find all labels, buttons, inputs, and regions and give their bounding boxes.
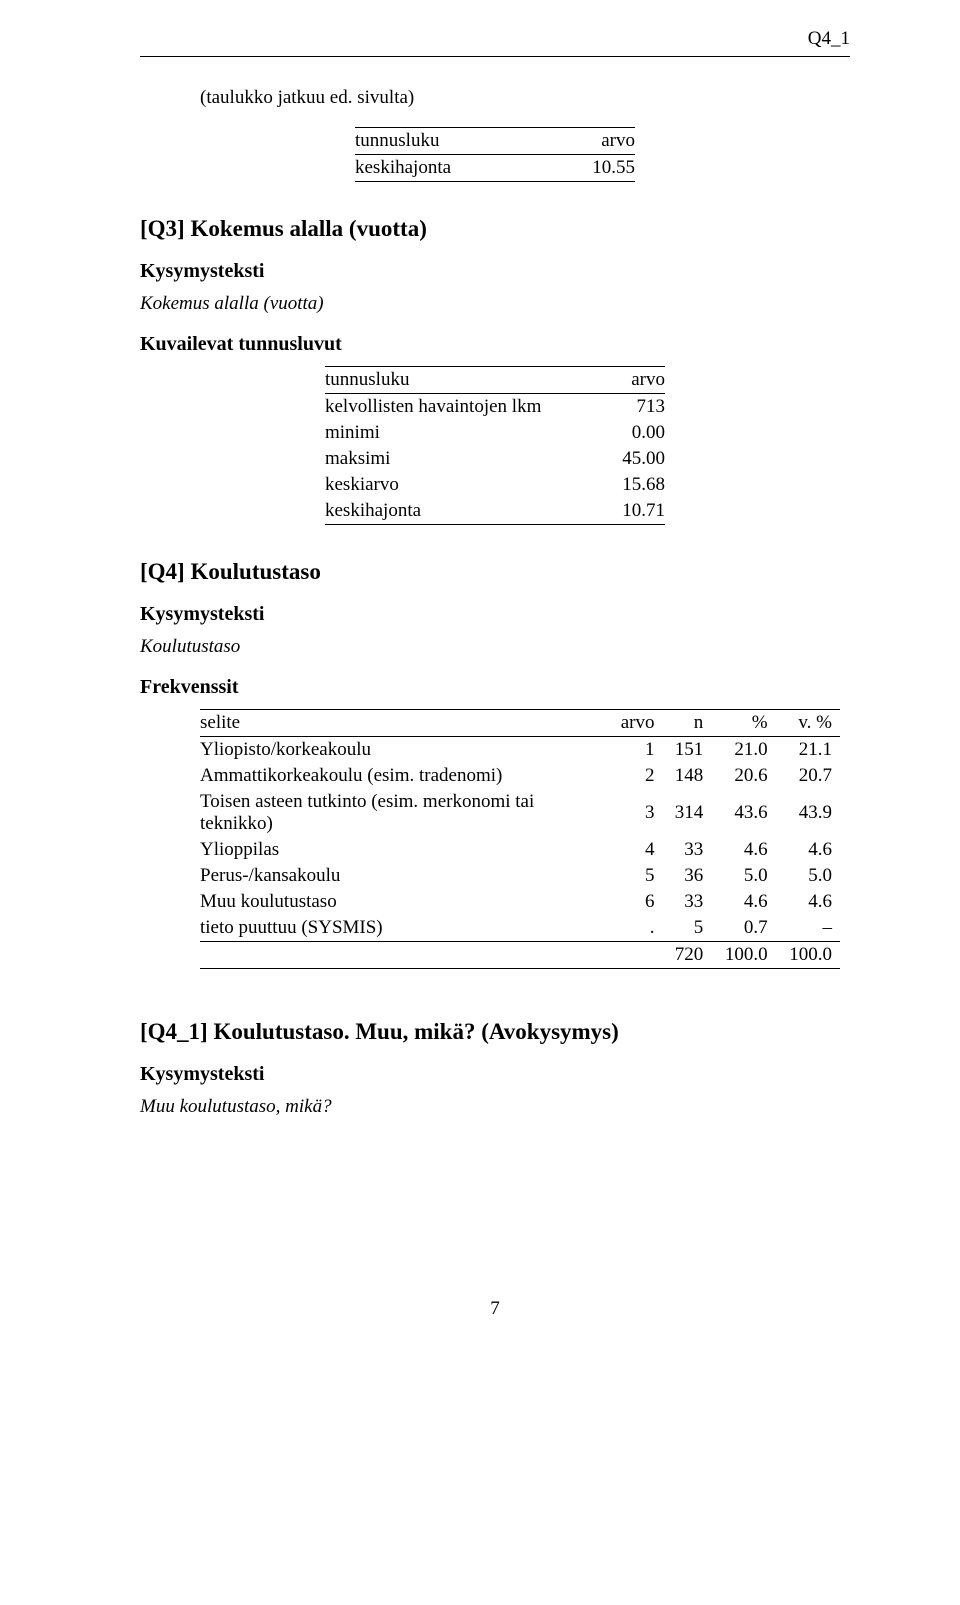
th-selite: selite <box>200 710 608 737</box>
th-arvo: arvo <box>584 367 665 394</box>
td-label: kelvollisten havaintojen lkm <box>325 394 584 421</box>
td-arvo: 3 <box>608 789 663 837</box>
table-row: Perus-/kansakoulu 5 36 5.0 5.0 <box>200 863 840 889</box>
th-tunnusluku: tunnusluku <box>355 128 526 155</box>
td-n: 5 <box>663 915 712 942</box>
th-arvo: arvo <box>608 710 663 737</box>
q4-title: [Q4] Koulutustaso <box>140 559 850 585</box>
td-vpct: 4.6 <box>776 889 840 915</box>
q4-kysymysteksti-heading: Kysymysteksti <box>140 603 850 626</box>
q3-title: [Q3] Kokemus alalla (vuotta) <box>140 216 850 242</box>
header-rule <box>140 56 850 57</box>
td-n: 33 <box>663 889 712 915</box>
table-row: Muu koulutustaso 6 33 4.6 4.6 <box>200 889 840 915</box>
q4-1-description: Muu koulutustaso, mikä? <box>140 1096 850 1118</box>
td-n: 151 <box>663 737 712 764</box>
table-row: tieto puuttuu (SYSMIS) . 5 0.7 – <box>200 915 840 942</box>
td-value: 10.55 <box>526 155 635 182</box>
td-pct: 5.0 <box>711 863 775 889</box>
th-arvo: arvo <box>526 128 635 155</box>
td-selite: Perus-/kansakoulu <box>200 863 608 889</box>
td-selite: Toisen asteen tutkinto (esim. merkonomi … <box>200 789 608 837</box>
table-row: Ylioppilas 4 33 4.6 4.6 <box>200 837 840 863</box>
table-total-row: 720 100.0 100.0 <box>200 942 840 969</box>
td-n: 36 <box>663 863 712 889</box>
td-pct: 4.6 <box>711 837 775 863</box>
td-selite: Ylioppilas <box>200 837 608 863</box>
td-n: 33 <box>663 837 712 863</box>
td-value: 10.71 <box>584 498 665 525</box>
header-page-code: Q4_1 <box>140 28 850 50</box>
q4-frekvenssit-heading: Frekvenssit <box>140 676 850 699</box>
th-pct: % <box>711 710 775 737</box>
td-pct: 100.0 <box>711 942 775 969</box>
td-pct: 20.6 <box>711 763 775 789</box>
td-arvo: 5 <box>608 863 663 889</box>
td-arvo: . <box>608 915 663 942</box>
td-vpct: – <box>776 915 840 942</box>
td-label: keskihajonta <box>325 498 584 525</box>
td-label: keskiarvo <box>325 472 584 498</box>
q4-1-title: [Q4_1] Koulutustaso. Muu, mikä? (Avokysy… <box>140 1019 850 1045</box>
td-n: 314 <box>663 789 712 837</box>
th-vpct: v. % <box>776 710 840 737</box>
td-arvo <box>608 942 663 969</box>
td-vpct: 4.6 <box>776 837 840 863</box>
td-arvo: 4 <box>608 837 663 863</box>
page: Q4_1 (taulukko jatkuu ed. sivulta) tunnu… <box>0 0 960 1360</box>
td-label: minimi <box>325 420 584 446</box>
td-label: maksimi <box>325 446 584 472</box>
td-pct: 4.6 <box>711 889 775 915</box>
td-value: 0.00 <box>584 420 665 446</box>
td-n: 720 <box>663 942 712 969</box>
td-arvo: 1 <box>608 737 663 764</box>
page-number: 7 <box>140 1298 850 1320</box>
continued-note: (taulukko jatkuu ed. sivulta) <box>200 87 850 109</box>
q3-kuvailevat-heading: Kuvailevat tunnusluvut <box>140 333 850 356</box>
td-pct: 43.6 <box>711 789 775 837</box>
table-row: Toisen asteen tutkinto (esim. merkonomi … <box>200 789 840 837</box>
td-selite: Yliopisto/korkeakoulu <box>200 737 608 764</box>
td-value: 15.68 <box>584 472 665 498</box>
td-pct: 0.7 <box>711 915 775 942</box>
td-selite <box>200 942 608 969</box>
td-vpct: 21.1 <box>776 737 840 764</box>
td-value: 45.00 <box>584 446 665 472</box>
table-continued: tunnusluku arvo keskihajonta 10.55 <box>355 127 635 182</box>
td-selite: Ammattikorkeakoulu (esim. tradenomi) <box>200 763 608 789</box>
td-vpct: 43.9 <box>776 789 840 837</box>
q3-kysymysteksti-heading: Kysymysteksti <box>140 260 850 283</box>
td-pct: 21.0 <box>711 737 775 764</box>
table-row: Yliopisto/korkeakoulu 1 151 21.0 21.1 <box>200 737 840 764</box>
td-arvo: 2 <box>608 763 663 789</box>
q4-frequency-table: selite arvo n % v. % Yliopisto/korkeakou… <box>200 709 840 969</box>
td-vpct: 5.0 <box>776 863 840 889</box>
td-selite: tieto puuttuu (SYSMIS) <box>200 915 608 942</box>
td-vpct: 20.7 <box>776 763 840 789</box>
q3-description: Kokemus alalla (vuotta) <box>140 293 850 315</box>
th-n: n <box>663 710 712 737</box>
td-value: 713 <box>584 394 665 421</box>
td-label: keskihajonta <box>355 155 526 182</box>
td-arvo: 6 <box>608 889 663 915</box>
td-selite: Muu koulutustaso <box>200 889 608 915</box>
th-tunnusluku: tunnusluku <box>325 367 584 394</box>
td-n: 148 <box>663 763 712 789</box>
q3-stats-table: tunnusluku arvo kelvollisten havaintojen… <box>325 366 665 525</box>
q4-description: Koulutustaso <box>140 636 850 658</box>
table-row: Ammattikorkeakoulu (esim. tradenomi) 2 1… <box>200 763 840 789</box>
q4-1-kysymysteksti-heading: Kysymysteksti <box>140 1063 850 1086</box>
td-vpct: 100.0 <box>776 942 840 969</box>
